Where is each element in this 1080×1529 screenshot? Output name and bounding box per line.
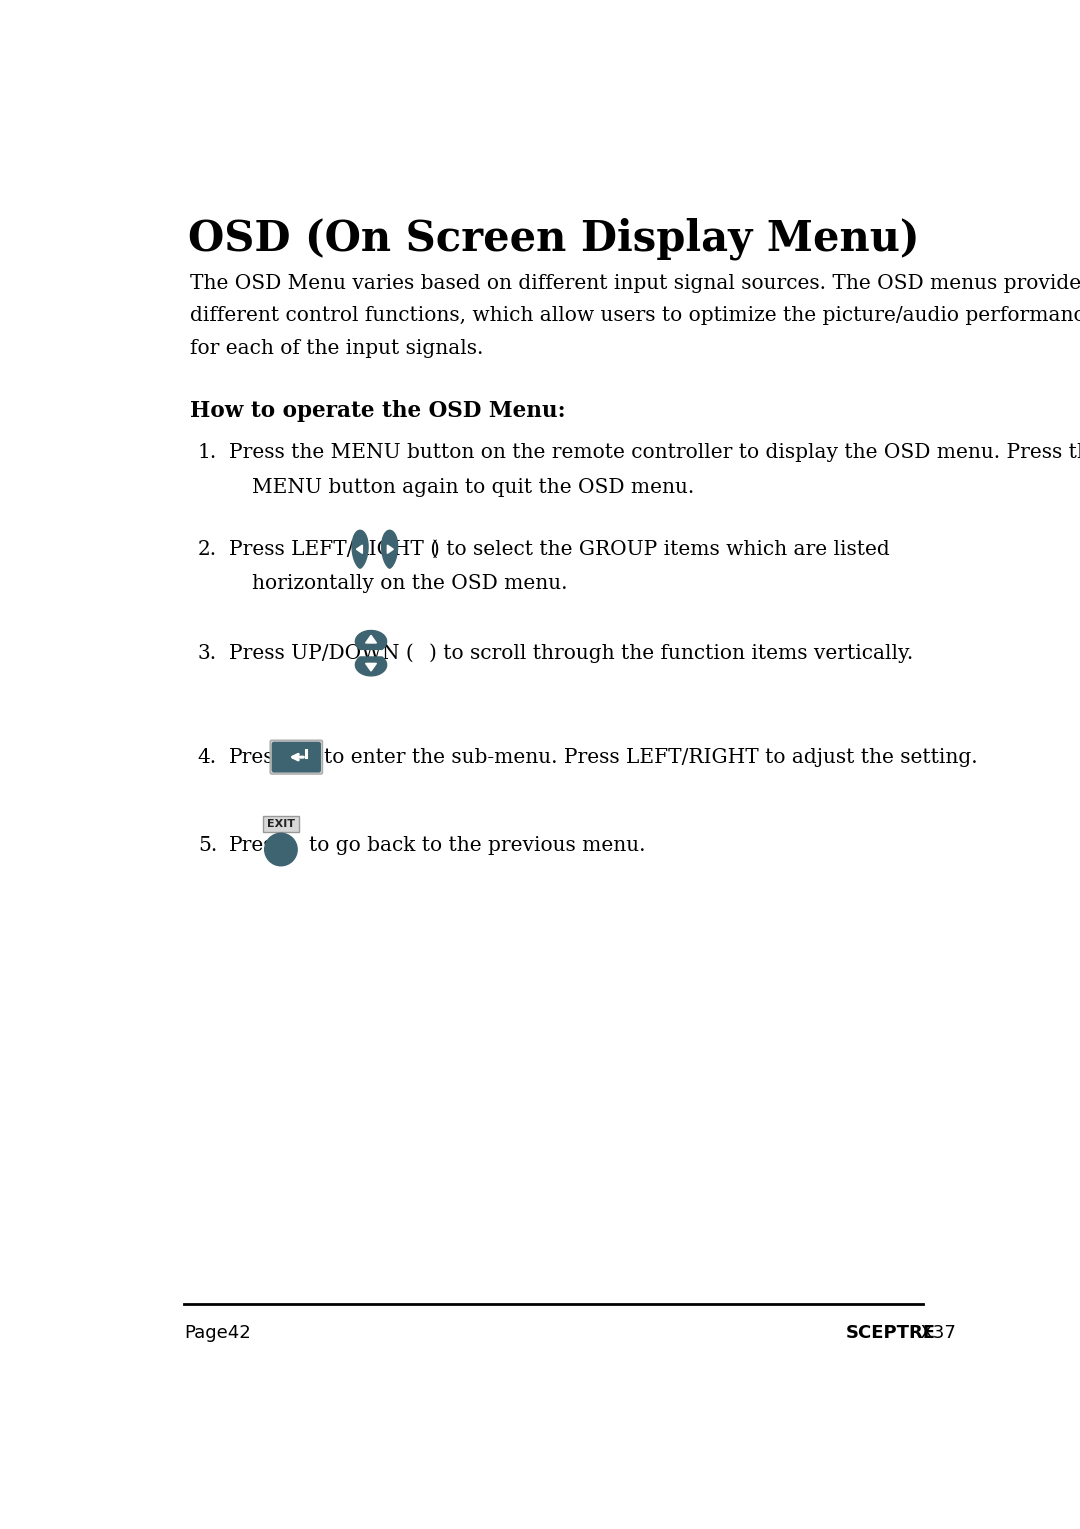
Text: Press: Press <box>229 748 284 766</box>
FancyBboxPatch shape <box>270 740 323 774</box>
Text: X37: X37 <box>909 1324 956 1342</box>
Text: SCEPTRE: SCEPTRE <box>846 1324 936 1342</box>
Text: different control functions, which allow users to optimize the picture/audio per: different control functions, which allow… <box>190 306 1080 326</box>
Text: to enter the sub-menu. Press LEFT/RIGHT to adjust the setting.: to enter the sub-menu. Press LEFT/RIGHT … <box>324 748 977 766</box>
Polygon shape <box>356 544 363 553</box>
Polygon shape <box>352 531 368 569</box>
Text: Press LEFT/RIGHT (: Press LEFT/RIGHT ( <box>229 540 437 558</box>
Text: to go back to the previous menu.: to go back to the previous menu. <box>309 836 645 855</box>
Text: 4.: 4. <box>198 748 217 766</box>
Text: ) to scroll through the function items vertically.: ) to scroll through the function items v… <box>429 644 913 664</box>
Text: MENU button again to quit the OSD menu.: MENU button again to quit the OSD menu. <box>252 479 694 497</box>
Polygon shape <box>381 531 397 569</box>
Polygon shape <box>366 664 377 671</box>
Text: horizontally on the OSD menu.: horizontally on the OSD menu. <box>252 575 567 593</box>
Text: 2.: 2. <box>198 540 217 558</box>
Polygon shape <box>355 657 387 676</box>
Polygon shape <box>366 636 377 644</box>
Polygon shape <box>388 544 393 553</box>
FancyBboxPatch shape <box>264 816 299 832</box>
Text: ) to select the GROUP items which are listed: ) to select the GROUP items which are li… <box>432 540 890 558</box>
Text: 1.: 1. <box>198 443 217 462</box>
Text: The OSD Menu varies based on different input signal sources. The OSD menus provi: The OSD Menu varies based on different i… <box>190 274 1080 294</box>
Text: EXIT: EXIT <box>267 820 295 829</box>
Text: for each of the input signals.: for each of the input signals. <box>190 339 484 358</box>
Text: Press: Press <box>229 836 284 855</box>
Text: 3.: 3. <box>198 644 217 662</box>
Circle shape <box>264 833 298 867</box>
Text: OSD (On Screen Display Menu): OSD (On Screen Display Menu) <box>188 217 919 260</box>
FancyBboxPatch shape <box>272 742 321 772</box>
Text: How to operate the OSD Menu:: How to operate the OSD Menu: <box>190 399 566 422</box>
Text: 5.: 5. <box>198 836 217 855</box>
Polygon shape <box>355 630 387 650</box>
Text: Press the MENU button on the remote controller to display the OSD menu. Press th: Press the MENU button on the remote cont… <box>229 443 1080 462</box>
Text: Page42: Page42 <box>184 1324 251 1342</box>
Text: Press UP/DOWN (: Press UP/DOWN ( <box>229 644 414 662</box>
